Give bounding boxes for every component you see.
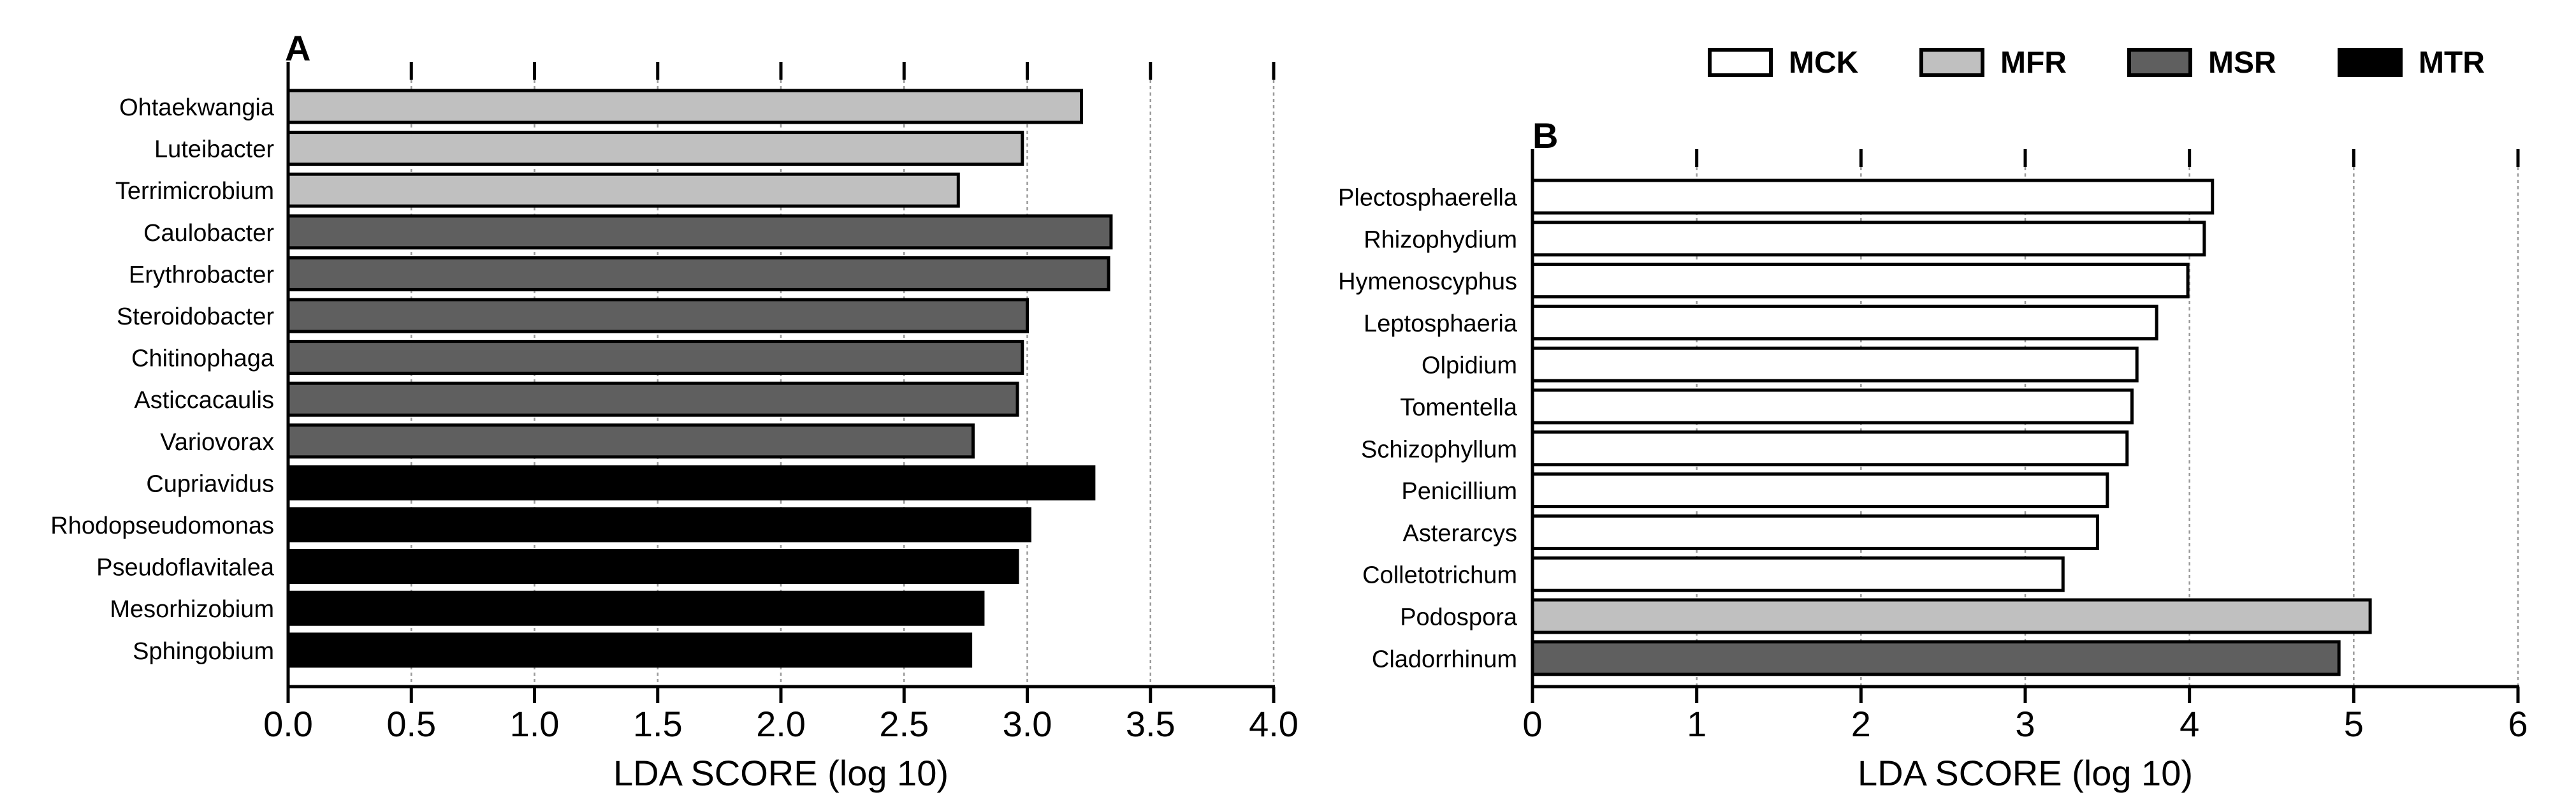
panel-b-bar-cladorrhinum — [1531, 640, 2341, 676]
legend-label-mfr: MFR — [2000, 46, 2067, 80]
panel-b-category-label: Leptosphaeria — [1364, 310, 1518, 337]
panel-a-bar-caulobacter — [286, 214, 1113, 250]
legend-label-msr: MSR — [2208, 46, 2276, 80]
panel-a-bar-terrimicrobium — [286, 172, 960, 208]
panel-b-fungi-chart: B 0 1 2 3 4 5 6 Plectosphaerella Rhizophydium Hyme… — [1338, 115, 2528, 793]
panel-b-bar-asterarcys — [1531, 514, 2099, 550]
panel-a-x-tick-label: 0.0 — [263, 704, 313, 744]
panel-b-bar-olpidium — [1531, 346, 2139, 383]
legend-swatch-mtr — [2338, 48, 2403, 77]
panel-b-x-tick-label: 1 — [1687, 704, 1706, 744]
legend-swatch-mfr — [1919, 48, 1984, 77]
panel-a-category-label: Erythrobacter — [129, 261, 274, 288]
panel-a-bar-luteibacter — [286, 131, 1024, 166]
panel-a-bar-cupriavidus — [286, 465, 1096, 500]
panel-a-bar-ohtaekwangia — [286, 89, 1084, 124]
panel-a-bar-mesorhizobium — [286, 590, 985, 626]
panel-a-category-label: Ohtaekwangia — [119, 94, 275, 121]
legend-swatch-msr — [2127, 48, 2192, 77]
panel-a-x-tick-label: 2.5 — [879, 704, 929, 744]
panel-a-category-label: Pseudoflavitalea — [96, 555, 275, 581]
panel-b-category-label: Cladorrhinum — [1372, 646, 1517, 673]
panel-b-category-label: Colletotrichum — [1362, 562, 1517, 589]
panel-a-x-tick-label: 1.5 — [633, 704, 683, 744]
panel-b-x-tick-label: 6 — [2508, 704, 2528, 744]
panel-a-category-label: Asticcacaulis — [134, 387, 274, 414]
legend-label-mck: MCK — [1789, 46, 1859, 80]
panel-b-category-label: Penicillium — [1401, 478, 1517, 505]
panel-b-letter: B — [1532, 115, 1558, 156]
panel-b-category-label: Hymenoscyphus — [1338, 268, 1517, 295]
panel-a-bar-chitinophaga — [286, 340, 1024, 375]
panel-b-x-tick-label: 2 — [1851, 704, 1871, 744]
panel-a-bar-sphingobium — [286, 632, 973, 668]
panel-b-x-tick-label: 0 — [1522, 704, 1542, 744]
panel-b-bar-rhizophydium — [1531, 221, 2206, 257]
panel-a-x-axis-title: LDA SCORE (log 10) — [613, 753, 949, 793]
group-legend: MCK MFR MSR MTR — [1708, 46, 2485, 80]
legend-swatch-mck — [1708, 48, 1773, 77]
panel-b-bar-colletotrichum — [1531, 556, 2065, 592]
panel-b-category-label: Asterarcys — [1403, 520, 1517, 547]
panel-b-category-label: Rhizophydium — [1364, 226, 1517, 253]
panel-a-bar-asticcacaulis — [286, 381, 1019, 417]
panel-b-x-tick-label: 5 — [2344, 704, 2364, 744]
panel-a-x-tick-label: 1.0 — [510, 704, 560, 744]
panel-a-category-label: Steroidobacter — [117, 303, 274, 330]
legend-label-mtr: MTR — [2419, 46, 2485, 80]
panel-a-bar-variovorax — [286, 423, 975, 459]
panel-a-bacteria-chart: A 0.0 0.5 1.0 1.5 2.0 2.5 3.0 3.5 4.0 Ohtaekwangia… — [50, 28, 1299, 793]
panel-b-category-label: Plectosphaerella — [1338, 185, 1518, 212]
panel-b-category-label: Tomentella — [1400, 395, 1518, 421]
panel-a-letter: A — [285, 28, 310, 68]
panel-b-x-tick-label: 4 — [2179, 704, 2199, 744]
panel-b-bar-schizophyllum — [1531, 430, 2129, 467]
panel-a-category-label: Mesorhizobium — [110, 596, 274, 623]
panel-a-category-label: Terrimicrobium — [115, 178, 274, 205]
panel-b-x-tick-label: 3 — [2015, 704, 2035, 744]
panel-b-bar-tomentella — [1531, 388, 2134, 425]
panel-a-category-label: Luteibacter — [154, 136, 274, 163]
panel-a-bar-rhodopseudomonas — [286, 507, 1031, 543]
panel-b-bar-penicillium — [1531, 472, 2109, 509]
panel-a-x-tick-label: 0.5 — [386, 704, 436, 744]
panel-a-x-tick-label: 3.0 — [1003, 704, 1052, 744]
panel-a-category-label: Cupriavidus — [146, 470, 274, 497]
panel-a-category-label: Caulobacter — [143, 220, 274, 247]
panel-b-bar-hymenoscyphus — [1531, 263, 2190, 299]
panel-a-category-label: Variovorax — [160, 429, 274, 456]
panel-a-x-tick-label: 3.5 — [1126, 704, 1175, 744]
panel-b-bar-leptosphaeria — [1531, 304, 2158, 340]
panel-b-bar-plectosphaerella — [1531, 179, 2215, 215]
panel-a-bar-pseudoflavitalea — [286, 549, 1019, 585]
panel-b-bar-podospora — [1531, 598, 2372, 634]
panel-b-category-label: Podospora — [1400, 604, 1518, 631]
panel-a-x-tick-label: 2.0 — [756, 704, 806, 744]
panel-b-x-axis-title: LDA SCORE (log 10) — [1858, 753, 2193, 793]
panel-a-bar-steroidobacter — [286, 298, 1029, 333]
panel-a-category-label: Rhodopseudomonas — [50, 513, 274, 539]
panel-b-category-label: Schizophyllum — [1361, 436, 1517, 463]
panel-a-bar-erythrobacter — [286, 256, 1110, 291]
panel-a-x-tick-label: 4.0 — [1249, 704, 1299, 744]
panel-a-category-label: Chitinophaga — [131, 346, 275, 372]
panel-b-category-label: Olpidium — [1422, 353, 1517, 379]
panel-a-category-label: Sphingobium — [133, 638, 274, 665]
